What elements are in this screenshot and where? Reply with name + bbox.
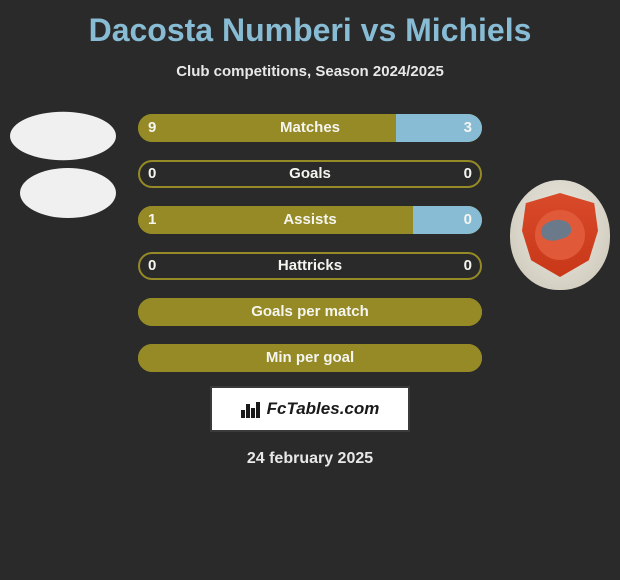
stat-label: Goals	[138, 156, 482, 192]
stat-row: Min per goal	[138, 340, 482, 376]
stat-value-right: 0	[464, 156, 472, 192]
stat-row: Goals0 0	[138, 156, 482, 192]
stat-label: Matches	[138, 110, 482, 146]
stat-value-left: 0	[148, 156, 156, 192]
page-title: Dacosta Numberi vs Michiels	[0, 0, 620, 49]
stat-value-left: 9	[148, 110, 156, 146]
barchart-icon	[241, 400, 261, 418]
page-subtitle: Club competitions, Season 2024/2025	[0, 63, 620, 80]
stat-value-left: 1	[148, 202, 156, 238]
stat-label: Hattricks	[138, 248, 482, 284]
stat-value-right: 3	[464, 110, 472, 146]
stat-label: Min per goal	[138, 340, 482, 376]
stats-container: Matches93Goals00Assists10Hattricks00Goal…	[138, 100, 482, 376]
stat-row: Assists1 0	[138, 202, 482, 238]
stat-value-left: 0	[148, 248, 156, 284]
stat-label: Assists	[138, 202, 482, 238]
chart-area: Matches93Goals00Assists10Hattricks00Goal…	[0, 100, 620, 468]
branding-box: FcTables.com	[210, 386, 410, 432]
stat-row: Matches9 3	[138, 110, 482, 146]
date-text: 24 february 2025	[0, 450, 620, 468]
branding-text: FcTables.com	[267, 399, 380, 419]
stat-value-right: 0	[464, 202, 472, 238]
stat-row: Hattricks0 0	[138, 248, 482, 284]
stat-row: Goals per match	[138, 294, 482, 330]
stat-value-right: 0	[464, 248, 472, 284]
stat-label: Goals per match	[138, 294, 482, 330]
